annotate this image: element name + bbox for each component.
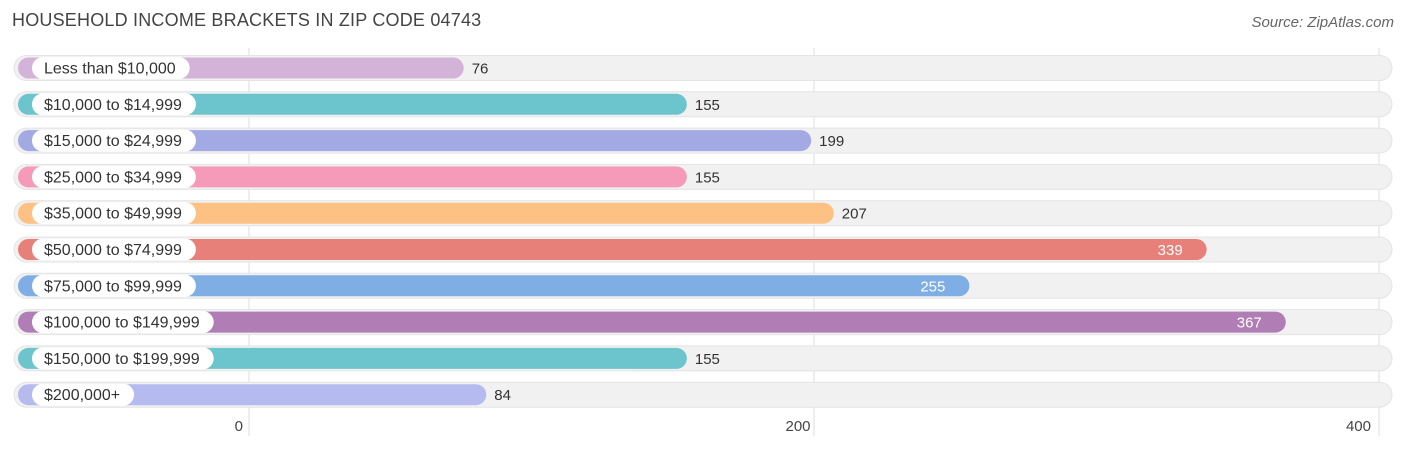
category-label: $200,000+ — [44, 387, 120, 404]
x-tick-label: 200 — [785, 418, 810, 435]
bar-row: $75,000 to $99,999 255 — [13, 272, 1393, 299]
bar-row: $100,000 to $149,999 367 — [13, 309, 1393, 336]
category-label: $10,000 to $14,999 — [44, 97, 182, 114]
category-label-pill — [32, 274, 196, 297]
bar — [18, 275, 970, 297]
bar-row: $150,000 to $199,999 155 — [13, 345, 1393, 372]
value-label: 199 — [819, 133, 844, 150]
bar-row: $10,000 to $14,999 155 — [13, 91, 1393, 118]
bar-row: $50,000 to $74,999 339 — [13, 236, 1393, 263]
category-label-pill — [32, 311, 214, 334]
x-tick-label: 400 — [1346, 418, 1371, 435]
category-label: $150,000 to $199,999 — [44, 351, 200, 368]
category-label: $50,000 to $74,999 — [44, 242, 182, 259]
value-label: 155 — [695, 169, 720, 186]
value-label: 367 — [1237, 315, 1262, 332]
value-label: 155 — [695, 351, 720, 368]
category-label-pill — [32, 347, 214, 370]
bars: Less than $10,000 76 $10,000 to $14,999 155… — [13, 55, 1393, 408]
category-label-pill — [32, 129, 196, 152]
bar-row: Less than $10,000 76 — [13, 55, 1393, 81]
bar — [18, 239, 1207, 260]
value-label: 255 — [920, 278, 945, 295]
category-label: $100,000 to $149,999 — [44, 315, 200, 332]
bar — [18, 311, 1286, 333]
chart-title: HOUSEHOLD INCOME BRACKETS IN ZIP CODE 04… — [12, 10, 482, 30]
value-label: 76 — [472, 61, 489, 78]
category-label-pill — [32, 93, 196, 116]
category-label-pill — [32, 238, 196, 261]
category-label-pill — [32, 165, 196, 188]
category-label-pill — [32, 202, 196, 225]
value-label: 155 — [695, 97, 720, 114]
category-label: $75,000 to $99,999 — [44, 278, 182, 295]
x-tick-label: 0 — [235, 418, 243, 435]
category-label: $25,000 to $34,999 — [44, 169, 182, 186]
bar-row: $25,000 to $34,999 155 — [13, 163, 1393, 190]
category-label-pill — [32, 57, 190, 79]
bar — [18, 130, 812, 152]
x-axis-ticks: 0 200 400 — [235, 418, 1371, 435]
value-label: 339 — [1158, 242, 1183, 259]
bar — [18, 384, 487, 406]
value-label: 84 — [494, 387, 511, 404]
chart-source: Source: ZipAtlas.com — [1251, 14, 1394, 31]
category-label: $15,000 to $24,999 — [44, 133, 182, 150]
category-label: $35,000 to $49,999 — [44, 206, 182, 223]
bar-row: $15,000 to $24,999 199 — [13, 127, 1393, 154]
category-label-pill — [32, 383, 135, 406]
bar-row: $200,000+ 84 — [13, 381, 1393, 408]
value-label: 207 — [842, 206, 867, 223]
category-label: Less than $10,000 — [44, 61, 176, 78]
bar-row: $35,000 to $49,999 207 — [13, 200, 1393, 227]
bar — [18, 202, 834, 224]
